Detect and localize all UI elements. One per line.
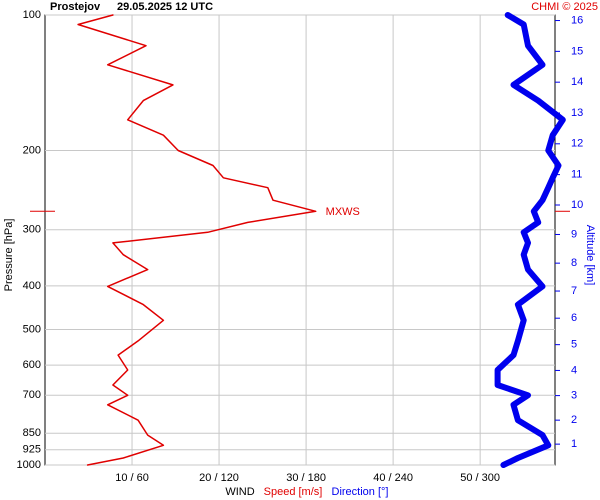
y2-tick-label: 15 [571,45,583,57]
y2-tick-label: 6 [571,312,577,324]
y2-tick-label: 12 [571,138,583,150]
y-tick-label: 300 [23,224,41,236]
y-tick-label: 500 [23,323,41,335]
station: Prostejov [50,1,101,13]
y2-tick-label: 11 [571,169,582,181]
y2-tick-label: 14 [571,76,583,88]
annotation: MXWS [326,206,360,218]
direction-line [494,12,566,468]
y2-axis-label: Altitude [km] [584,225,596,286]
y-tick-label: 400 [23,280,41,292]
x-tick-label: 40 / 240 [373,472,413,484]
y2-tick-label: 13 [571,107,583,119]
chart-title: 29.05.2025 12 UTC [117,1,213,13]
y2-tick-label: 16 [571,14,583,26]
speed-label: Speed [m/s] [264,486,323,498]
x-tick-label: 50 / 300 [460,472,500,484]
x-tick-label: 10 / 60 [115,472,149,484]
y2-tick-label: 2 [571,414,577,426]
y-tick-label: 1000 [17,459,41,471]
y2-tick-label: 1 [571,438,577,450]
y2-tick-label: 5 [571,339,577,351]
credit: CHMI © 2025 [531,1,598,13]
x-tick-label: 20 / 120 [199,472,239,484]
y-tick-label: 100 [23,9,41,21]
y2-tick-label: 9 [571,228,577,240]
y2-tick-label: 10 [571,199,583,211]
y2-tick-label: 4 [571,364,577,376]
x-axis-label: WIND [225,486,254,498]
y2-tick-label: 7 [571,285,577,297]
y-tick-label: 700 [23,389,41,401]
x-tick-label: 30 / 180 [286,472,326,484]
y-tick-label: 600 [23,359,41,371]
y-tick-label: 850 [23,427,41,439]
y-tick-label: 200 [23,144,41,156]
direction-label: Direction [°] [332,486,389,498]
speed-line [77,14,317,466]
y2-tick-label: 8 [571,257,577,269]
y-axis-label: Pressure [hPa] [3,219,15,292]
y-tick-label: 925 [23,444,41,456]
y2-tick-label: 3 [571,390,577,402]
